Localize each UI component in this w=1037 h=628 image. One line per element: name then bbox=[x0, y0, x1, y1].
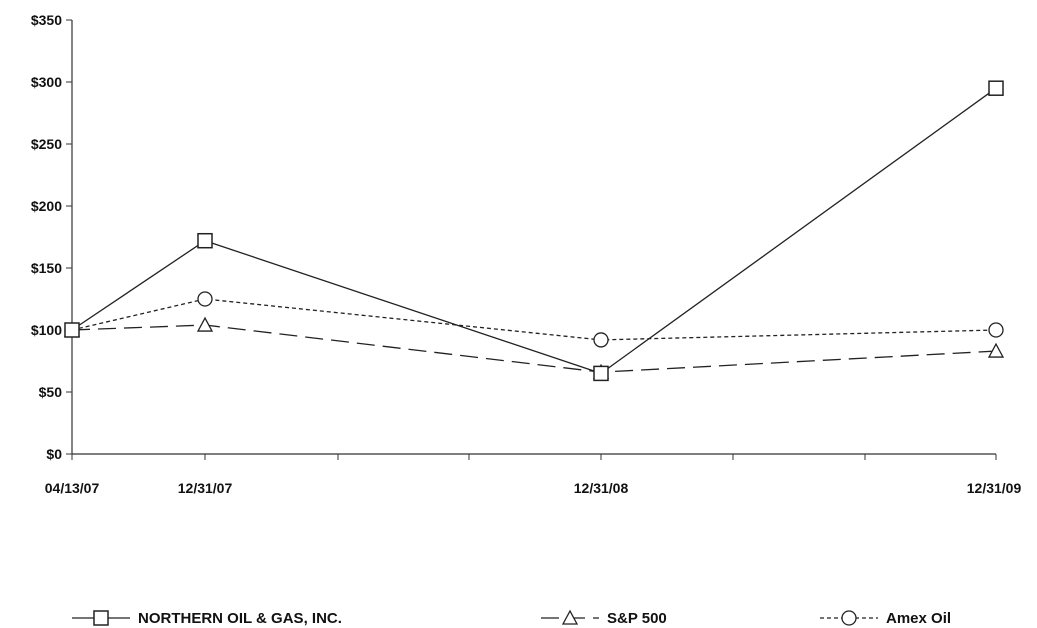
circle-marker bbox=[841, 610, 857, 626]
series-line bbox=[71, 324, 997, 373]
x-tick-label: 12/31/09 bbox=[967, 480, 1022, 496]
y-tick-label: $250 bbox=[31, 136, 62, 152]
legend-item: Amex Oil bbox=[820, 610, 951, 627]
square-marker bbox=[197, 232, 213, 249]
circle-marker bbox=[593, 332, 609, 348]
square-marker bbox=[93, 610, 109, 626]
y-tick-label: $0 bbox=[46, 446, 62, 462]
x-tick-label: 12/31/07 bbox=[178, 480, 233, 496]
legend-item: NORTHERN OIL & GAS, INC. bbox=[72, 610, 342, 627]
y-tick-label: $350 bbox=[31, 12, 62, 28]
legend-label: S&P 500 bbox=[607, 610, 667, 627]
triangle-marker bbox=[561, 609, 579, 625]
series-0 bbox=[64, 80, 1004, 382]
triangle-marker bbox=[196, 316, 214, 332]
circle-marker bbox=[197, 291, 213, 307]
series-line bbox=[71, 298, 997, 341]
legend-label: NORTHERN OIL & GAS, INC. bbox=[138, 610, 342, 627]
y-tick-label: $150 bbox=[31, 260, 62, 276]
x-axis-ticks: 04/13/07 12/31/07 12/31/08 12/31/09 bbox=[45, 454, 1022, 496]
y-tick-label: $100 bbox=[31, 322, 62, 338]
series-line bbox=[71, 87, 997, 375]
circle-marker bbox=[988, 322, 1004, 338]
x-tick-label: 12/31/08 bbox=[574, 480, 629, 496]
chart-series bbox=[63, 80, 1005, 382]
legend-item: S&P 500 bbox=[541, 609, 667, 627]
triangle-marker bbox=[987, 342, 1005, 358]
square-marker bbox=[593, 365, 609, 382]
y-tick-label: $50 bbox=[39, 384, 63, 400]
y-axis-ticks: $0 $50 $100 $150 $200 $250 $300 $350 bbox=[31, 12, 72, 462]
square-marker bbox=[988, 80, 1004, 96]
series-1 bbox=[63, 316, 1005, 379]
square-marker bbox=[64, 322, 80, 338]
x-tick-label: 04/13/07 bbox=[45, 480, 100, 496]
chart-axes bbox=[71, 20, 996, 455]
y-tick-label: $200 bbox=[31, 198, 62, 214]
legend-label: Amex Oil bbox=[886, 610, 951, 627]
y-tick-label: $300 bbox=[31, 74, 62, 90]
chart-legend: NORTHERN OIL & GAS, INC. S&P 500 Amex Oil bbox=[72, 609, 951, 627]
